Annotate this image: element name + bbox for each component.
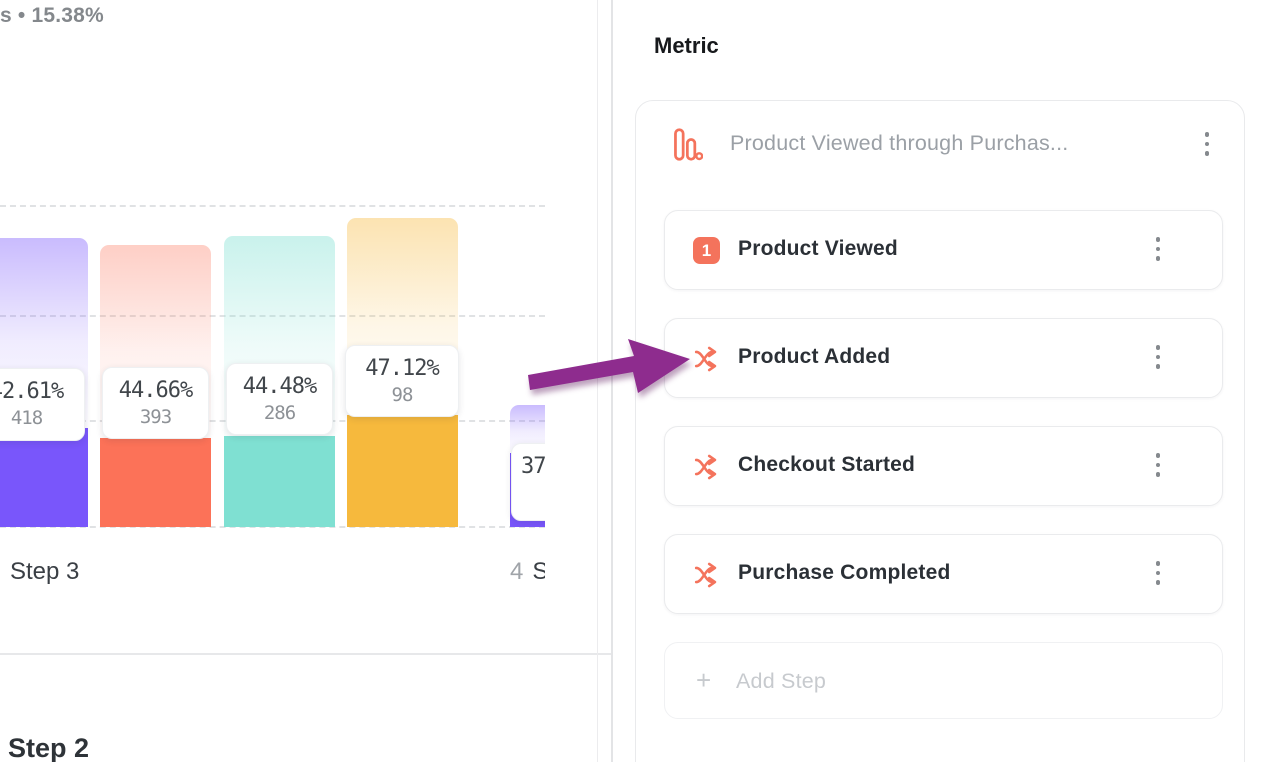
bar-value-tooltip: 42.61% 418 <box>0 368 85 441</box>
kebab-menu-icon[interactable] <box>1155 453 1161 477</box>
bar-converted-segment <box>224 436 335 527</box>
add-step-label: Add Step <box>736 669 827 693</box>
gridline <box>0 526 545 528</box>
kebab-menu-icon[interactable] <box>1155 237 1161 261</box>
gridline <box>0 205 545 207</box>
metric-card: Product Viewed through Purchas... 1 Prod… <box>635 100 1245 762</box>
section-divider <box>0 653 611 655</box>
conversion-count: 393 <box>139 406 172 428</box>
step-label: Product Added <box>738 345 891 368</box>
conversion-pct: 37 <box>521 454 545 479</box>
conversion-count: 98 <box>391 384 414 406</box>
conversion-pct: 42.61% <box>0 379 64 404</box>
step-label: Checkout Started <box>738 453 916 476</box>
shuffle-icon <box>694 346 719 377</box>
bar-converted-segment <box>0 428 88 527</box>
funnel-step-row-4[interactable]: Purchase Completed <box>664 534 1223 614</box>
funnel-metric-icon <box>673 128 704 166</box>
kebab-menu-icon[interactable] <box>1155 345 1161 369</box>
bar-value-tooltip: 44.66% 393 <box>102 367 209 439</box>
shuffle-icon <box>694 454 719 485</box>
step-label: Purchase Completed <box>738 561 951 584</box>
funnel-step-row-1[interactable]: 1 Product Viewed <box>664 210 1223 290</box>
metric-inspector-panel: Metric Product Viewed through Purchas...… <box>613 0 1264 762</box>
bar-converted-segment <box>100 438 211 527</box>
funnel-stat-partial: s • 15.38% <box>0 4 104 27</box>
conversion-count: 286 <box>263 402 296 424</box>
metric-title: Product Viewed through Purchas... <box>730 131 1069 155</box>
bar-value-tooltip: 37 <box>511 443 545 521</box>
kebab-menu-icon[interactable] <box>1155 561 1161 585</box>
panel-heading: Metric <box>654 33 719 58</box>
funnel-chart-viewport: s • 15.38% 42.61 <box>0 0 545 660</box>
bar-value-tooltip: 47.12% 98 <box>345 345 459 417</box>
step-number-badge: 1 <box>693 237 720 264</box>
bar-converted-segment <box>347 415 458 527</box>
next-section-heading: Step 2 <box>8 733 90 762</box>
add-step-button[interactable]: + Add Step <box>664 642 1223 719</box>
conversion-pct: 47.12% <box>365 356 439 381</box>
funnel-step-row-3[interactable]: Checkout Started <box>664 426 1223 506</box>
conversion-pct: 44.66% <box>118 378 193 403</box>
chart-card-border <box>597 0 598 762</box>
bar-value-tooltip: 44.48% 286 <box>226 363 333 435</box>
metric-card-header[interactable]: Product Viewed through Purchas... <box>636 125 1244 165</box>
gridline <box>0 315 545 317</box>
plus-icon: + <box>696 665 712 695</box>
conversion-count: 418 <box>10 407 43 429</box>
step-number: 4 <box>510 558 524 585</box>
shuffle-icon <box>694 562 719 593</box>
kebab-menu-icon[interactable] <box>1204 132 1210 156</box>
conversion-pct: 44.48% <box>242 374 317 399</box>
axis-label-step-3: Step 3 <box>10 558 80 585</box>
step-label: Product Viewed <box>738 237 898 260</box>
funnel-step-row-2[interactable]: Product Added <box>664 318 1223 398</box>
